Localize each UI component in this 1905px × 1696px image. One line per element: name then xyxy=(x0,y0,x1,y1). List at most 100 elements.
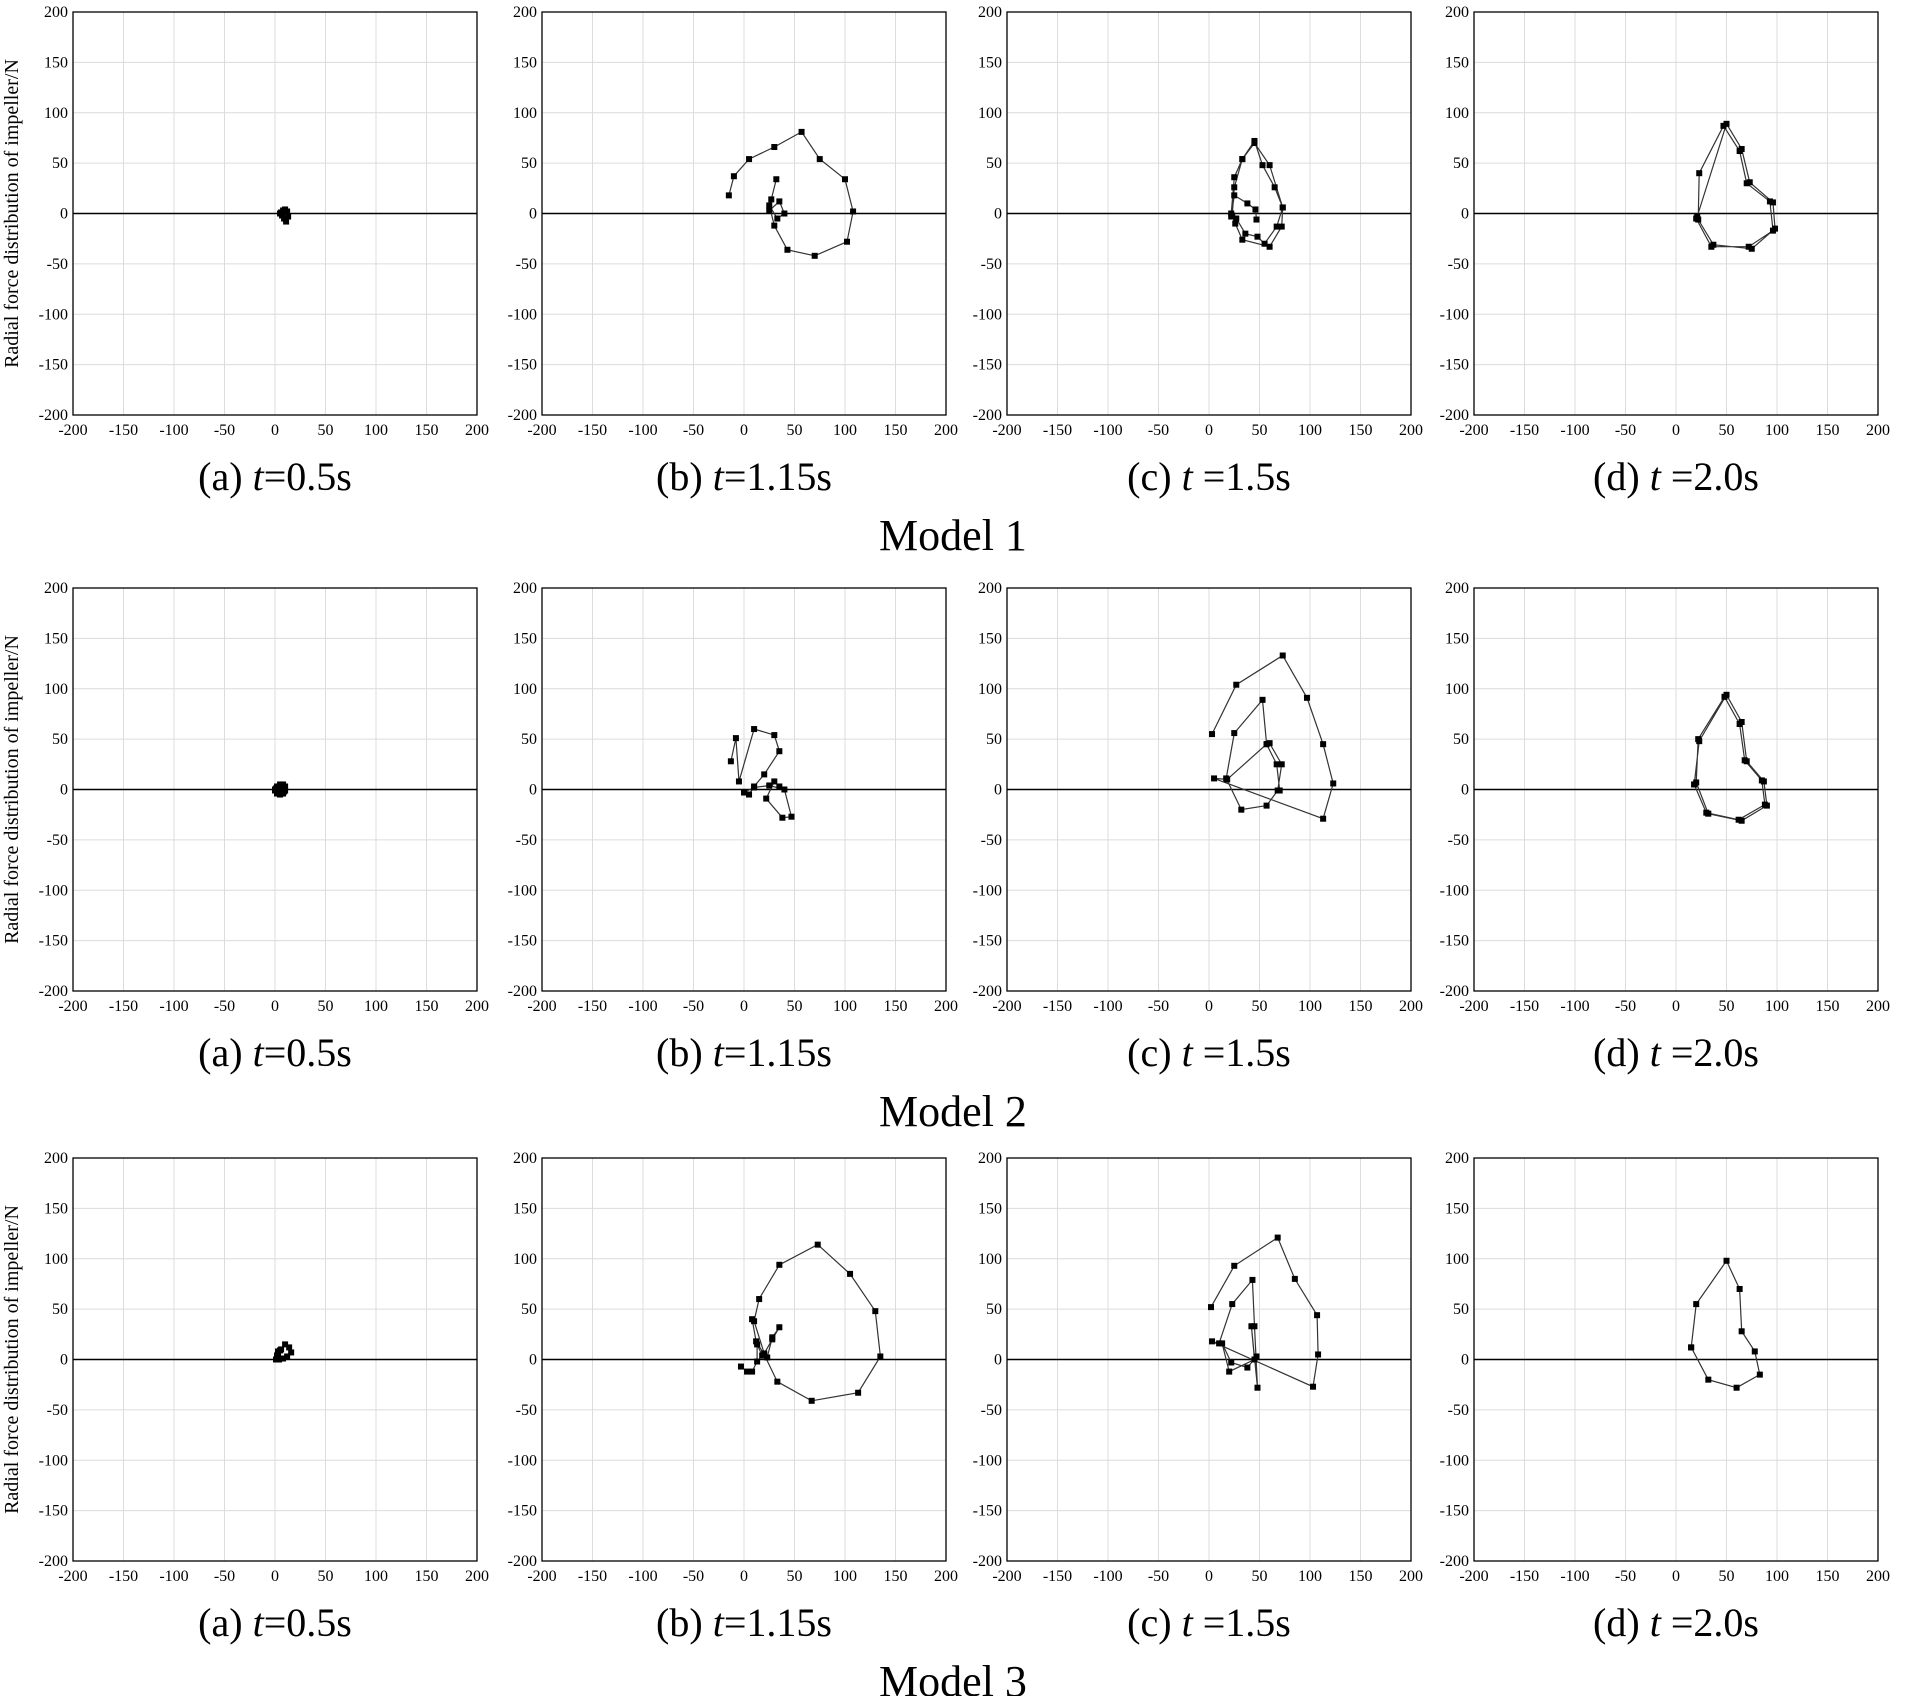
x-tick-label: -50 xyxy=(214,1568,235,1585)
y-tick-label: -100 xyxy=(39,306,68,323)
y-tick-label: 100 xyxy=(978,681,1002,698)
data-point xyxy=(1273,761,1280,768)
panel-caption: (c) t =1.5s xyxy=(1127,1030,1291,1075)
data-point xyxy=(766,782,773,789)
panel-caption: (a) t=0.5s xyxy=(198,1030,352,1075)
data-point xyxy=(1253,1353,1260,1360)
data-point xyxy=(1746,179,1753,186)
x-tick-label: -100 xyxy=(1560,422,1589,439)
x-tick-label: 200 xyxy=(934,998,958,1015)
y-tick-label: -150 xyxy=(973,933,1002,950)
data-point xyxy=(1769,199,1776,206)
data-point xyxy=(1211,775,1218,782)
x-tick-label: -100 xyxy=(1560,1568,1589,1585)
y-tick-label: -150 xyxy=(1440,357,1469,374)
data-point xyxy=(844,238,851,245)
panel-1-a: -200-200 -150 -150 -100 -100 -50 -50 0 0 50 50 100 1… xyxy=(39,4,489,499)
x-tick-label: 0 xyxy=(1205,422,1213,439)
data-point xyxy=(1720,122,1727,129)
plot-frame xyxy=(1006,1157,1412,1562)
x-tick-label: 200 xyxy=(1399,998,1423,1015)
y-tick-label: 200 xyxy=(1445,580,1469,597)
data-point xyxy=(1273,223,1280,230)
data-point xyxy=(779,814,786,821)
x-tick-label: 0 xyxy=(740,422,748,439)
data-point xyxy=(1743,180,1750,187)
y-tick-label: 150 xyxy=(513,54,537,71)
panel-3-a: -200-200 -150 -150 -100 -100 -50 -50 0 0 50 50 100 1… xyxy=(39,1150,489,1645)
y-tick-label: 100 xyxy=(1445,1251,1469,1268)
y-tick-label: -100 xyxy=(973,882,1002,899)
plot-frame xyxy=(541,587,947,992)
y-tick-label: -150 xyxy=(508,933,537,950)
data-point xyxy=(1315,1351,1322,1358)
x-tick-label: -200 xyxy=(527,1568,556,1585)
data-point xyxy=(1263,741,1270,748)
y-tick-label: -200 xyxy=(508,1553,537,1570)
x-tick-label: 50 xyxy=(1719,422,1735,439)
x-tick-label: 150 xyxy=(884,422,908,439)
data-point xyxy=(741,789,747,796)
x-tick-label: -150 xyxy=(1043,422,1072,439)
x-tick-label: -200 xyxy=(1459,422,1488,439)
x-tick-label: 100 xyxy=(364,998,388,1015)
data-point xyxy=(771,732,778,739)
plot-frame xyxy=(1473,587,1879,992)
y-tick-label: 100 xyxy=(44,105,68,122)
data-point xyxy=(744,1368,751,1375)
data-point xyxy=(1261,240,1268,247)
x-tick-label: 200 xyxy=(465,422,489,439)
x-tick-label: -150 xyxy=(578,1568,607,1585)
x-tick-label: 150 xyxy=(415,1568,439,1585)
panel-3-b: -200-200 -150 -150 -100 -100 -50 -50 0 0 50 50 100 1… xyxy=(508,1150,958,1645)
y-tick-label: 0 xyxy=(994,1352,1002,1369)
y-tick-label: -100 xyxy=(39,1452,68,1469)
data-point xyxy=(774,1378,781,1385)
x-tick-label: 50 xyxy=(318,998,334,1015)
data-point xyxy=(811,252,818,259)
y-tick-label: -150 xyxy=(39,1503,68,1520)
x-tick-label: 100 xyxy=(833,1568,857,1585)
data-point xyxy=(1228,213,1235,220)
x-tick-label: -50 xyxy=(683,422,704,439)
x-tick-label: -200 xyxy=(992,422,1021,439)
x-tick-label: 0 xyxy=(271,1568,279,1585)
y-tick-label: 50 xyxy=(52,155,68,172)
x-tick-label: 0 xyxy=(1672,422,1680,439)
data-point xyxy=(877,1353,884,1360)
data-point xyxy=(1232,220,1239,227)
data-point xyxy=(1274,1234,1281,1241)
panel-caption: (d) t =2.0s xyxy=(1593,454,1759,499)
x-tick-label: 150 xyxy=(1816,422,1840,439)
panel-caption: (d) t =2.0s xyxy=(1593,1030,1759,1075)
y-tick-label: -200 xyxy=(39,1553,68,1570)
plot-frame xyxy=(1473,1157,1879,1562)
data-point xyxy=(281,784,288,791)
data-point xyxy=(872,1308,879,1315)
data-point xyxy=(754,1358,761,1365)
x-tick-label: -200 xyxy=(1459,1568,1488,1585)
data-point xyxy=(1736,1285,1743,1292)
data-point xyxy=(774,215,781,222)
x-tick-label: 0 xyxy=(1672,1568,1680,1585)
x-tick-label: 150 xyxy=(1816,998,1840,1015)
x-tick-label: -50 xyxy=(214,422,235,439)
data-point xyxy=(1238,806,1245,813)
y-tick-label: -100 xyxy=(508,1452,537,1469)
data-point xyxy=(776,198,783,205)
data-point xyxy=(1745,243,1752,250)
x-tick-label: -200 xyxy=(527,998,556,1015)
x-tick-label: -150 xyxy=(109,422,138,439)
y-tick-label: -50 xyxy=(47,256,68,273)
panel-caption: (a) t=0.5s xyxy=(198,454,352,499)
x-tick-label: 200 xyxy=(934,422,958,439)
y-tick-label: 0 xyxy=(529,206,537,223)
data-point xyxy=(1226,1368,1233,1375)
y-tick-label: 0 xyxy=(60,1352,68,1369)
x-tick-label: 50 xyxy=(318,1568,334,1585)
y-tick-label: -50 xyxy=(1448,256,1469,273)
data-point xyxy=(1251,139,1258,146)
panel-caption: (b) t=1.15s xyxy=(656,454,832,499)
plot-frame xyxy=(72,587,478,992)
